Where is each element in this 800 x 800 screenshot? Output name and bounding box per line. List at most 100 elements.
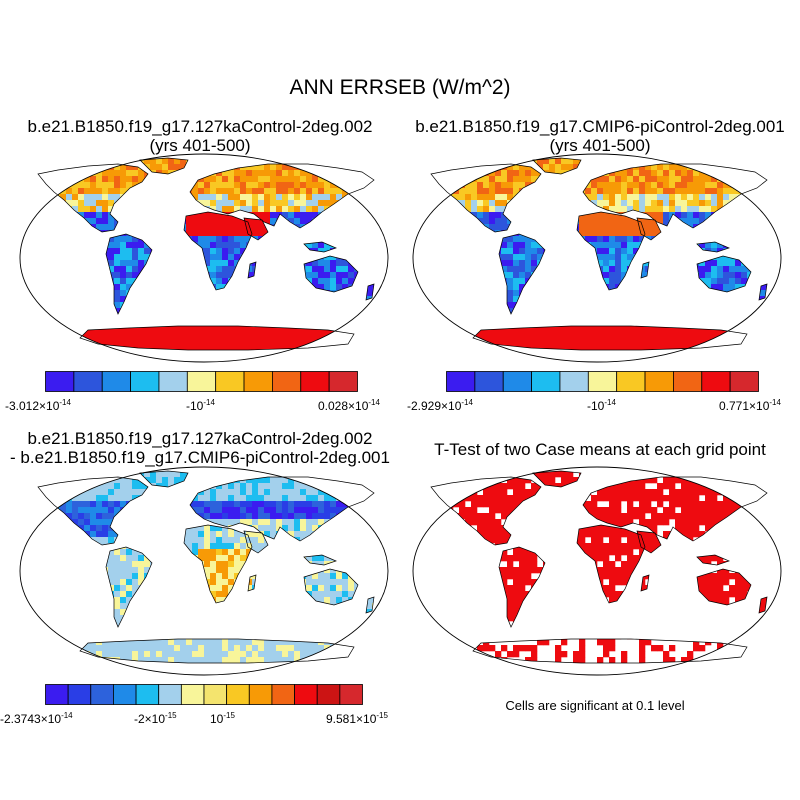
colorbar-swatch	[158, 371, 188, 392]
cb0-label-min: -3.012×10-14	[5, 398, 71, 413]
cb0-label-mid: -10-14	[186, 398, 215, 413]
coastline-antarctica	[79, 638, 355, 664]
colorbar-swatch	[616, 371, 646, 392]
coastline-arabia	[636, 530, 662, 554]
map-frame	[19, 466, 389, 676]
coastline-madagascar	[247, 574, 257, 592]
coastline-africa	[576, 211, 646, 291]
coastline-arabia	[243, 217, 269, 241]
map-frame	[412, 153, 782, 363]
colorbar-swatch	[101, 371, 131, 392]
coastline-newZealand	[758, 596, 768, 614]
colorbar-swatch	[729, 371, 759, 392]
cb2-label-max: 9.581×10-15	[326, 711, 388, 726]
colorbar-swatch	[531, 371, 561, 392]
colorbar-swatch	[180, 684, 205, 705]
colorbar-swatch	[45, 684, 69, 705]
colorbar-swatch	[67, 684, 92, 705]
coastline-africa	[576, 524, 646, 604]
coastline-southAmerica	[105, 546, 153, 628]
coastline-africa	[183, 211, 253, 291]
coastline-madagascar	[640, 574, 650, 592]
coastline-southAmerica	[498, 233, 546, 315]
coastline-australia	[303, 255, 359, 293]
coastline-africa	[183, 524, 253, 604]
map-panel-difference	[19, 466, 389, 676]
coastline-northAmerica	[430, 163, 542, 233]
colorbar-swatch	[300, 371, 330, 392]
colorbar-swatch	[271, 684, 295, 705]
colorbar-swatch	[158, 684, 182, 705]
coastline-northAmerica	[37, 163, 149, 233]
colorbar-swatch	[135, 684, 160, 705]
coastline-antarctica	[472, 638, 748, 664]
colorbar-swatch	[316, 684, 341, 705]
coastline-newZealand	[365, 596, 375, 614]
colorbar-swatch	[90, 684, 114, 705]
cb1-label-mid: -10-14	[587, 398, 616, 413]
colorbar-swatch	[226, 684, 250, 705]
colorbar-piControl	[446, 371, 759, 392]
coastline-newZealand	[758, 283, 768, 301]
coastline-greenland	[532, 157, 582, 175]
panel3-title-line1: b.e21.B1850.f19_g17.127kaControl-2deg.00…	[27, 429, 373, 448]
colorbar-swatch	[644, 371, 674, 392]
coastline-greenland	[139, 157, 189, 175]
cb1-label-min: -2.929×10-14	[407, 398, 473, 413]
colorbar-swatch	[73, 371, 103, 392]
coastline-northAmerica	[37, 476, 149, 546]
coastline-arabia	[636, 217, 662, 241]
coastline-indonesia	[303, 241, 337, 253]
map-panel-127ka	[19, 153, 389, 363]
panel2-title-line1: b.e21.B1850.f19_g17.CMIP6-piControl-2deg…	[415, 117, 785, 136]
colorbar-swatch	[243, 371, 273, 392]
colorbar-swatch	[272, 371, 302, 392]
map-panel-piControl	[412, 153, 782, 363]
significance-note: Cells are significant at 0.1 level	[505, 698, 685, 713]
colorbar-swatch	[203, 684, 228, 705]
coastline-southAmerica	[498, 546, 546, 628]
colorbar-swatch	[446, 371, 476, 392]
coastline-greenland	[532, 470, 582, 488]
colorbar-swatch	[701, 371, 731, 392]
coastline-antarctica	[79, 325, 355, 351]
map-frame	[412, 466, 782, 676]
map-frame	[19, 153, 389, 363]
colorbar-swatch	[502, 371, 532, 392]
colorbar-swatch	[248, 684, 273, 705]
panel4-title: T-Test of two Case means at each grid po…	[434, 440, 766, 459]
coastline-australia	[303, 568, 359, 606]
panel1-title-line2: (yrs 401-500)	[149, 136, 251, 155]
cb2-label-neg: -2×10-15	[134, 711, 177, 726]
colorbar-swatch	[474, 371, 504, 392]
colorbar-swatch	[215, 371, 245, 392]
colorbar-swatch	[328, 371, 358, 392]
panel2-title-line2: (yrs 401-500)	[549, 136, 651, 155]
coastline-madagascar	[640, 261, 650, 279]
coastline-indonesia	[696, 241, 730, 253]
colorbar-swatch	[587, 371, 618, 392]
cb2-label-min: -2.3743×10-14	[0, 711, 73, 726]
coastline-australia	[696, 255, 752, 293]
coastline-antarctica	[472, 325, 748, 351]
colorbar-difference	[45, 684, 363, 705]
colorbar-swatch	[559, 371, 589, 392]
colorbar-swatch	[45, 371, 75, 392]
coastline-southAmerica	[105, 233, 153, 315]
coastline-northAmerica	[430, 476, 542, 546]
coastline-indonesia	[303, 554, 337, 566]
cb0-label-max: 0.028×10-14	[318, 398, 380, 413]
colorbar-swatch	[294, 684, 318, 705]
coastline-eurasia	[582, 476, 768, 542]
colorbar-swatch	[186, 371, 217, 392]
cb1-label-max: 0.771×10-14	[719, 398, 781, 413]
coastline-eurasia	[189, 476, 375, 542]
coastline-newZealand	[365, 283, 375, 301]
coastline-eurasia	[582, 163, 768, 229]
panel3-title-line2: - b.e21.B1850.f19_g17.CMIP6-piControl-2d…	[10, 448, 390, 467]
coastline-arabia	[243, 530, 269, 554]
cb2-label-pos: 10-15	[210, 711, 235, 726]
main-title: ANN ERRSEB (W/m^2)	[289, 76, 511, 99]
colorbar-127ka	[45, 371, 358, 392]
colorbar-swatch	[673, 371, 703, 392]
